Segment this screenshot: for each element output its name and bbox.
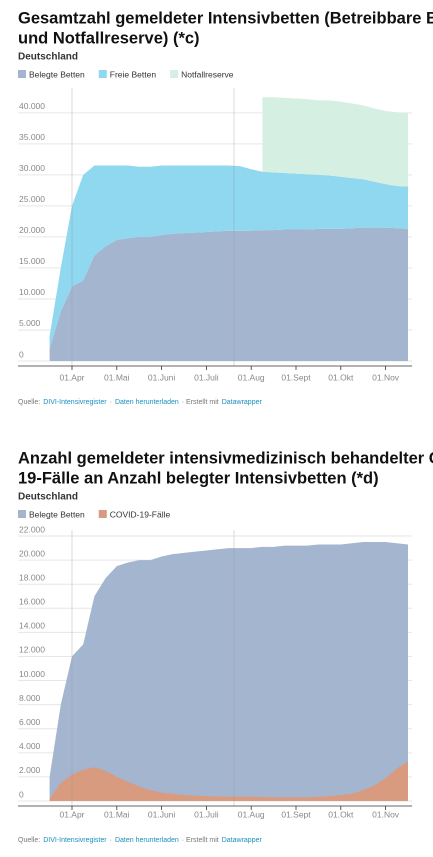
legend-swatch [170,70,179,78]
area [262,97,408,187]
source-tool[interactable]: Datawrapper [222,837,263,844]
y-tick-label: 12.000 [19,645,45,655]
y-tick-label: 6.000 [19,717,41,727]
source-credit: · Erstellt mit [182,399,219,406]
y-tick-label: 14.000 [19,621,45,631]
x-tick-label: 01.Aug [238,809,265,819]
legend-label: Freie Betten [110,69,157,79]
x-tick-label: 01.Apr [59,809,84,819]
legend-swatch [18,510,26,518]
chart-title: Anzahl gemeldeter intensivmedizinisch be… [18,449,433,467]
y-tick-label: 8.000 [19,693,41,703]
x-tick-label: 01.Juni [148,809,176,819]
source-tool[interactable]: Datawrapper [222,399,263,406]
area [49,165,408,349]
y-tick-label: 25.000 [19,194,45,204]
y-tick-label: 5.000 [19,318,41,328]
y-tick-label: 20.000 [19,548,45,558]
x-tick-label: 01.Okt [328,372,354,382]
legend-label: Belegte Betten [29,509,85,519]
area [49,761,408,801]
x-tick-label: 01.Nov [372,372,400,382]
source-label: Quelle: [18,837,40,844]
legend-label: Belegte Betten [29,69,85,79]
area [49,542,408,801]
x-tick-label: 01.Apr [59,372,84,382]
y-tick-label: 20.000 [19,225,45,235]
source-download[interactable]: Daten herunterladen [115,399,179,406]
x-tick-label: 01.Sept [281,809,311,819]
y-tick-label: 30.000 [19,163,45,173]
legend-swatch [98,70,107,78]
area [49,227,408,361]
x-tick-label: 01.Juli [194,372,219,382]
y-tick-label: 16.000 [19,597,45,607]
y-tick-label: 0 [19,789,24,799]
source-credit: · Erstellt mit [182,837,219,844]
chart-subtitle: Deutschland [18,492,78,503]
source-label: Quelle: [18,399,40,406]
chart-title: Gesamtzahl gemeldeter Intensivbetten (Be… [18,9,433,27]
y-tick-label: 35.000 [19,132,45,142]
x-tick-label: 01.Sept [281,372,311,382]
source-name[interactable]: DIVI-Intensivregister [43,399,107,406]
y-tick-label: 10.000 [19,287,45,297]
legend-swatch [98,510,107,518]
x-tick-label: 01.Aug [238,372,265,382]
legend-label: COVID-19-Fälle [110,509,171,519]
x-tick-label: 01.Mai [104,809,130,819]
legend-label: Notfallreserve [181,69,234,79]
y-tick-label: 22.000 [19,524,45,534]
legend-swatch [18,70,26,78]
source-separator: · [110,399,112,406]
y-tick-label: 0 [19,349,24,359]
chart-title: und Notfallreserve) (*c) [18,29,200,47]
chart-subtitle: Deutschland [18,52,78,63]
y-tick-label: 10.000 [19,669,45,679]
source-separator: · [110,837,112,844]
x-tick-label: 01.Okt [328,809,354,819]
source-name[interactable]: DIVI-Intensivregister [43,837,107,844]
x-tick-label: 01.Nov [372,809,400,819]
y-tick-label: 15.000 [19,256,45,266]
y-tick-label: 40.000 [19,101,45,111]
y-tick-label: 4.000 [19,741,41,751]
y-tick-label: 18.000 [19,572,45,582]
x-tick-label: 01.Mai [104,372,130,382]
x-tick-label: 01.Juni [148,372,176,382]
y-tick-label: 2.000 [19,765,41,775]
x-tick-label: 01.Juli [194,809,219,819]
source-download[interactable]: Daten herunterladen [115,837,179,844]
chart-title: 19-Fälle an Anzahl belegter Intensivbett… [18,469,379,487]
